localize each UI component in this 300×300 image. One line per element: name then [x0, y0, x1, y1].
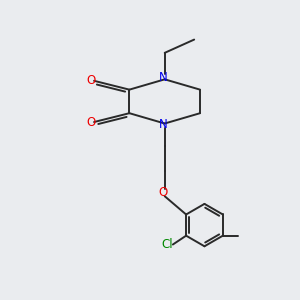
Text: O: O [159, 186, 168, 199]
Text: Cl: Cl [162, 238, 173, 251]
Text: O: O [86, 116, 96, 128]
Text: N: N [159, 118, 168, 131]
Text: N: N [159, 71, 168, 84]
Text: O: O [86, 74, 96, 87]
